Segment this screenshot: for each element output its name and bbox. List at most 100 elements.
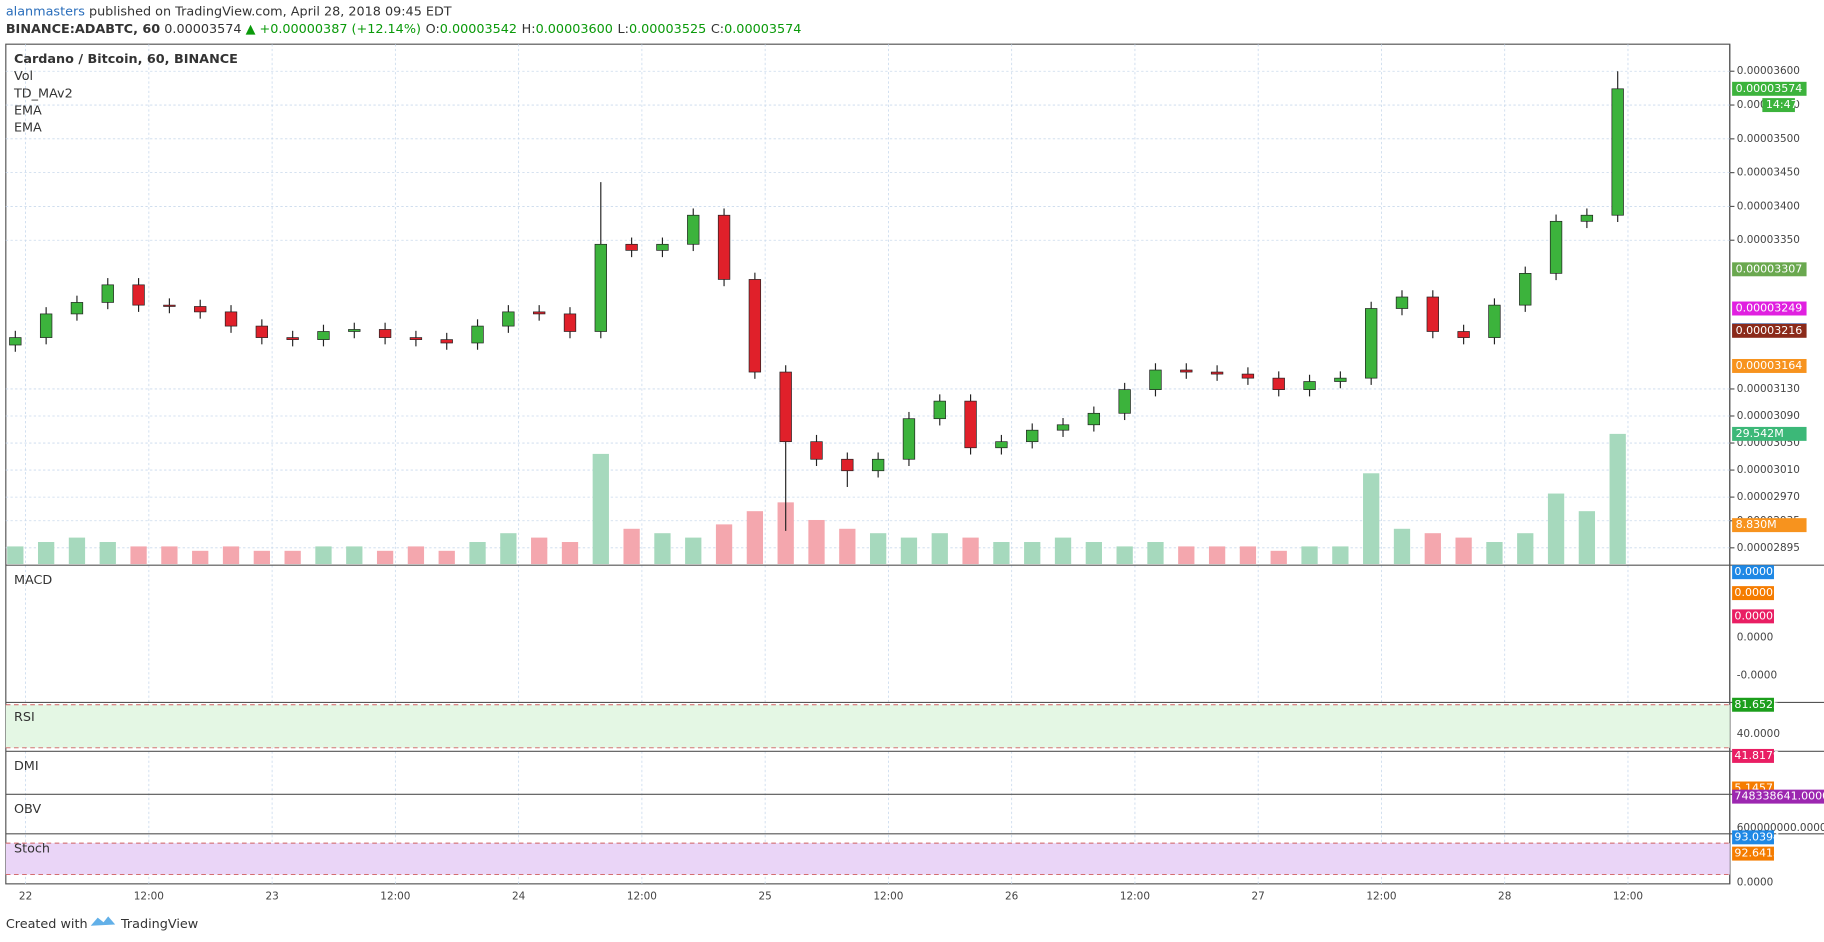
volume-bar (469, 542, 486, 565)
volume-bar (99, 542, 116, 565)
volume-bar (1178, 546, 1195, 565)
volume-bar (531, 537, 548, 565)
candle-body (1519, 273, 1532, 306)
candle-body (1365, 308, 1378, 379)
author[interactable]: alanmasters (6, 4, 85, 19)
candle-body (841, 458, 854, 472)
header-line: alanmasters published on TradingView.com… (6, 4, 452, 19)
change: ▲ +0.00000387 (+12.14%) (246, 22, 421, 37)
candle-body (255, 325, 269, 338)
volume-bar (1517, 533, 1534, 565)
candle-body (933, 400, 946, 420)
legend-entry: EMA (14, 121, 42, 136)
volume-bar (315, 546, 332, 565)
symbol: BINANCE:ADABTC, 60 (6, 22, 160, 37)
volume-bar (7, 546, 24, 565)
ohlc-label: O: (426, 22, 440, 37)
panel-tick-label: 0.0000 (1737, 877, 1774, 889)
candle-body (1549, 220, 1563, 274)
volume-bar (1578, 511, 1596, 565)
candle-body (902, 418, 916, 460)
x-tick-label: 28 (1498, 891, 1511, 903)
volume-bar (1147, 542, 1164, 565)
volume-bar (900, 537, 918, 565)
candle-body (964, 400, 977, 449)
x-tick-label: 12:00 (1120, 891, 1150, 903)
candle-body (1180, 369, 1193, 373)
candle-body (194, 306, 207, 313)
chart: 22 12:00 23 12:00 24 12:00 25 12:00 26 12:00 27 12:… (5, 44, 1824, 903)
countdown: 14:47 (1766, 98, 1798, 111)
y-tick-label: 0.00002895 (1737, 542, 1800, 554)
volume-bar (1085, 542, 1102, 565)
volume-bar (1424, 533, 1441, 565)
candle-body (1149, 369, 1162, 390)
candle-body (1272, 377, 1285, 390)
candle-body (717, 214, 731, 280)
candle-body (871, 458, 885, 472)
x-tick-label: 12:00 (380, 891, 410, 903)
candle-body (286, 337, 299, 340)
footer-brand[interactable]: TradingView (120, 917, 198, 932)
volume-bar (561, 542, 579, 565)
published: published on TradingView.com, April 28, … (89, 4, 452, 19)
y-tick-label: 0.00003090 (1737, 410, 1800, 422)
candle-body (101, 284, 114, 303)
volume-bar (1239, 546, 1257, 565)
volume-bar (1332, 546, 1349, 565)
candle-body (440, 339, 453, 344)
volume-bar (500, 533, 517, 565)
legend-entry: TD_MAv2 (13, 86, 73, 101)
volume-bar (1054, 537, 1072, 565)
volume-bar (1547, 493, 1565, 565)
candle-body (132, 284, 145, 306)
countdown-bg (1762, 98, 1795, 113)
rsi-band (5, 704, 1730, 748)
candle-body (409, 337, 423, 340)
candle-body (995, 441, 1008, 449)
price-tag-bg (1732, 301, 1807, 316)
candle-body (810, 441, 823, 460)
candle-body (1611, 88, 1624, 216)
price-tag: 0.00003307 (1736, 262, 1803, 275)
volume-bar (623, 528, 640, 565)
x-tick-label: 12:00 (134, 891, 164, 903)
volume-bar (962, 537, 979, 565)
candle-body (687, 214, 700, 245)
y-tick-label: 0.00003130 (1737, 383, 1800, 395)
volume-bar (438, 550, 455, 565)
x-tick-label: 22 (19, 891, 32, 903)
candle-body (748, 279, 762, 373)
volume-bar (592, 453, 609, 565)
panel-title: MACD (14, 573, 52, 588)
volume-bar (1609, 433, 1626, 565)
candle-body (502, 311, 515, 327)
volume-bar (1270, 550, 1287, 565)
candle-body (348, 329, 361, 332)
candle-body (1334, 377, 1347, 382)
legend-entry: EMA (14, 103, 42, 118)
panel-tag: 93.0394 (1734, 830, 1780, 843)
candle-body (779, 371, 792, 443)
y-tick-label: 0.00003600 (1737, 65, 1800, 77)
price-tag: 0.00003164 (1736, 359, 1803, 372)
candle-body (471, 325, 484, 344)
volume-bar (993, 542, 1010, 565)
volume-bar (1455, 537, 1472, 565)
ohlc-label: L: (618, 22, 629, 37)
panel-tag: 748338641.0000 (1734, 790, 1824, 803)
price-tag: 0.00003574 (1736, 82, 1803, 95)
price-tag-bg (1732, 358, 1807, 373)
x-tick-label: 26 (1005, 891, 1018, 903)
volume-bar (346, 546, 363, 565)
volume-bar (685, 537, 702, 565)
panel-tick-label: -0.0000 (1737, 670, 1777, 682)
candle-body (1210, 371, 1224, 375)
candle-body (1426, 296, 1439, 332)
volume-tag-bg (1732, 426, 1807, 441)
candle-body (563, 313, 577, 332)
candle-body (656, 243, 669, 251)
x-tick-label: 27 (1252, 891, 1265, 903)
volume-bar (746, 511, 764, 565)
